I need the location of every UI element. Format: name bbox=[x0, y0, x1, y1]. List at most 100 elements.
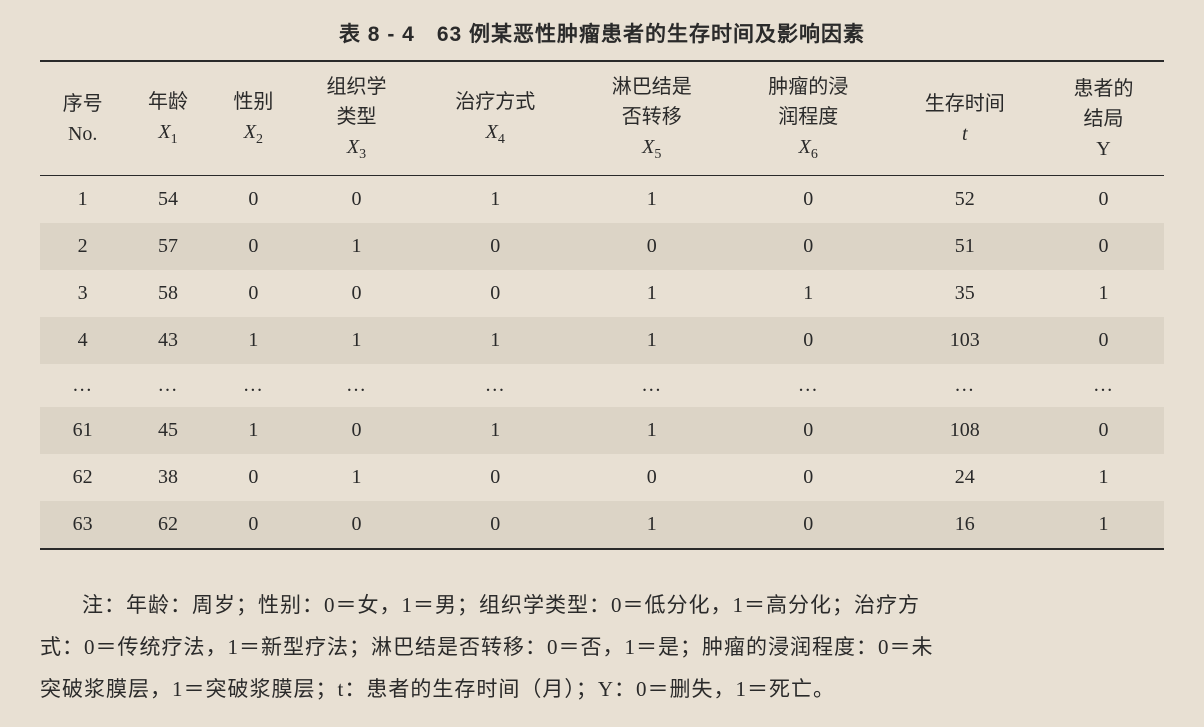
table-row: 443111101030 bbox=[40, 317, 1164, 364]
table-cell: 1 bbox=[296, 317, 417, 364]
table-cell: 35 bbox=[887, 270, 1044, 317]
table-cell: 0 bbox=[417, 454, 574, 501]
table-cell: 0 bbox=[417, 270, 574, 317]
table-cell: 0 bbox=[417, 501, 574, 549]
table-cell: 0 bbox=[211, 223, 296, 270]
table-cell: 52 bbox=[887, 176, 1044, 224]
table-cell: 0 bbox=[211, 501, 296, 549]
table-cell: 63 bbox=[40, 501, 125, 549]
table-cell: 0 bbox=[296, 270, 417, 317]
column-header: 组织学类型X3 bbox=[296, 61, 417, 176]
table-row: ……………………… bbox=[40, 364, 1164, 407]
table-cell: 0 bbox=[211, 176, 296, 224]
table-cell: 108 bbox=[887, 407, 1044, 454]
column-header: 生存时间t bbox=[887, 61, 1044, 176]
table-cell: 1 bbox=[1043, 454, 1164, 501]
column-header-line1: 序号 bbox=[44, 89, 121, 119]
table-cell: 1 bbox=[574, 501, 731, 549]
table-cell: … bbox=[730, 364, 887, 407]
table-cell: 54 bbox=[125, 176, 210, 224]
table-row: 636200010161 bbox=[40, 501, 1164, 549]
column-header-line1: 组织学类型 bbox=[300, 72, 413, 132]
survival-table: 序号No.年龄X1性别X2组织学类型X3治疗方式X4淋巴结是否转移X5肿瘤的浸润… bbox=[40, 60, 1164, 550]
table-cell: 0 bbox=[730, 317, 887, 364]
table-row: 623801000241 bbox=[40, 454, 1164, 501]
column-header-line2: X1 bbox=[129, 117, 206, 150]
table-cell: 1 bbox=[417, 317, 574, 364]
table-cell: 3 bbox=[40, 270, 125, 317]
table-cell: 51 bbox=[887, 223, 1044, 270]
column-header-line1: 治疗方式 bbox=[421, 87, 570, 117]
table-cell: 58 bbox=[125, 270, 210, 317]
column-header-line1: 肿瘤的浸润程度 bbox=[734, 72, 883, 132]
table-cell: 0 bbox=[211, 270, 296, 317]
table-cell: 16 bbox=[887, 501, 1044, 549]
table-cell: … bbox=[40, 364, 125, 407]
table-cell: 0 bbox=[730, 454, 887, 501]
table-cell: 62 bbox=[40, 454, 125, 501]
table-cell: 0 bbox=[1043, 317, 1164, 364]
table-cell: 61 bbox=[40, 407, 125, 454]
table-cell: 38 bbox=[125, 454, 210, 501]
table-cell: 0 bbox=[296, 407, 417, 454]
column-header-line2: X6 bbox=[734, 132, 883, 165]
column-header-line2: X5 bbox=[578, 132, 727, 165]
header-row: 序号No.年龄X1性别X2组织学类型X3治疗方式X4淋巴结是否转移X5肿瘤的浸润… bbox=[40, 61, 1164, 176]
table-cell: 1 bbox=[417, 407, 574, 454]
table-cell: … bbox=[211, 364, 296, 407]
table-cell: 0 bbox=[730, 176, 887, 224]
table-cell: 1 bbox=[574, 176, 731, 224]
table-cell: 43 bbox=[125, 317, 210, 364]
table-cell: 0 bbox=[730, 501, 887, 549]
table-cell: 0 bbox=[574, 454, 731, 501]
column-header: 患者的结局Y bbox=[1043, 61, 1164, 176]
table-cell: 0 bbox=[1043, 223, 1164, 270]
table-cell: 24 bbox=[887, 454, 1044, 501]
table-cell: … bbox=[125, 364, 210, 407]
table-cell: 0 bbox=[296, 176, 417, 224]
table-cell: 1 bbox=[1043, 501, 1164, 549]
table-cell: 4 bbox=[40, 317, 125, 364]
table-cell: 1 bbox=[40, 176, 125, 224]
table-cell: 1 bbox=[574, 407, 731, 454]
column-header: 性别X2 bbox=[211, 61, 296, 176]
column-header: 肿瘤的浸润程度X6 bbox=[730, 61, 887, 176]
table-row: 35800011351 bbox=[40, 270, 1164, 317]
table-title: 表 8 - 4 63 例某恶性肿瘤患者的生存时间及影响因素 bbox=[40, 18, 1164, 48]
column-header-line2: X3 bbox=[300, 132, 413, 165]
column-header-line1: 淋巴结是否转移 bbox=[578, 72, 727, 132]
table-cell: 1 bbox=[211, 407, 296, 454]
table-cell: 0 bbox=[574, 223, 731, 270]
column-header-line2: No. bbox=[44, 119, 121, 149]
table-cell: 1 bbox=[417, 176, 574, 224]
table-row: 15400110520 bbox=[40, 176, 1164, 224]
column-header: 治疗方式X4 bbox=[417, 61, 574, 176]
table-cell: … bbox=[1043, 364, 1164, 407]
table-cell: 1 bbox=[730, 270, 887, 317]
column-header-line2: X4 bbox=[421, 117, 570, 150]
table-cell: 0 bbox=[730, 223, 887, 270]
table-cell: 0 bbox=[1043, 407, 1164, 454]
column-header-line2: t bbox=[891, 119, 1040, 149]
table-cell: 103 bbox=[887, 317, 1044, 364]
table-row: 6145101101080 bbox=[40, 407, 1164, 454]
column-header: 淋巴结是否转移X5 bbox=[574, 61, 731, 176]
table-cell: 1 bbox=[296, 223, 417, 270]
column-header-line2: Y bbox=[1047, 134, 1160, 164]
table-cell: 1 bbox=[296, 454, 417, 501]
table-cell: 1 bbox=[211, 317, 296, 364]
column-header: 年龄X1 bbox=[125, 61, 210, 176]
table-cell: 2 bbox=[40, 223, 125, 270]
table-cell: 0 bbox=[730, 407, 887, 454]
table-cell: … bbox=[296, 364, 417, 407]
table-cell: … bbox=[887, 364, 1044, 407]
column-header-line1: 患者的结局 bbox=[1047, 74, 1160, 134]
table-cell: … bbox=[574, 364, 731, 407]
table-cell: … bbox=[417, 364, 574, 407]
column-header-line1: 年龄 bbox=[129, 87, 206, 117]
footnote-line: 突破浆膜层，1＝突破浆膜层；t：患者的生存时间（月）；Y：0＝删失，1＝死亡。 bbox=[40, 677, 835, 701]
table-cell: 0 bbox=[296, 501, 417, 549]
table-cell: 0 bbox=[211, 454, 296, 501]
footnote-line: 式：0＝传统疗法，1＝新型疗法；淋巴结是否转移：0＝否，1＝是；肿瘤的浸润程度：… bbox=[40, 635, 934, 659]
table-cell: 0 bbox=[1043, 176, 1164, 224]
